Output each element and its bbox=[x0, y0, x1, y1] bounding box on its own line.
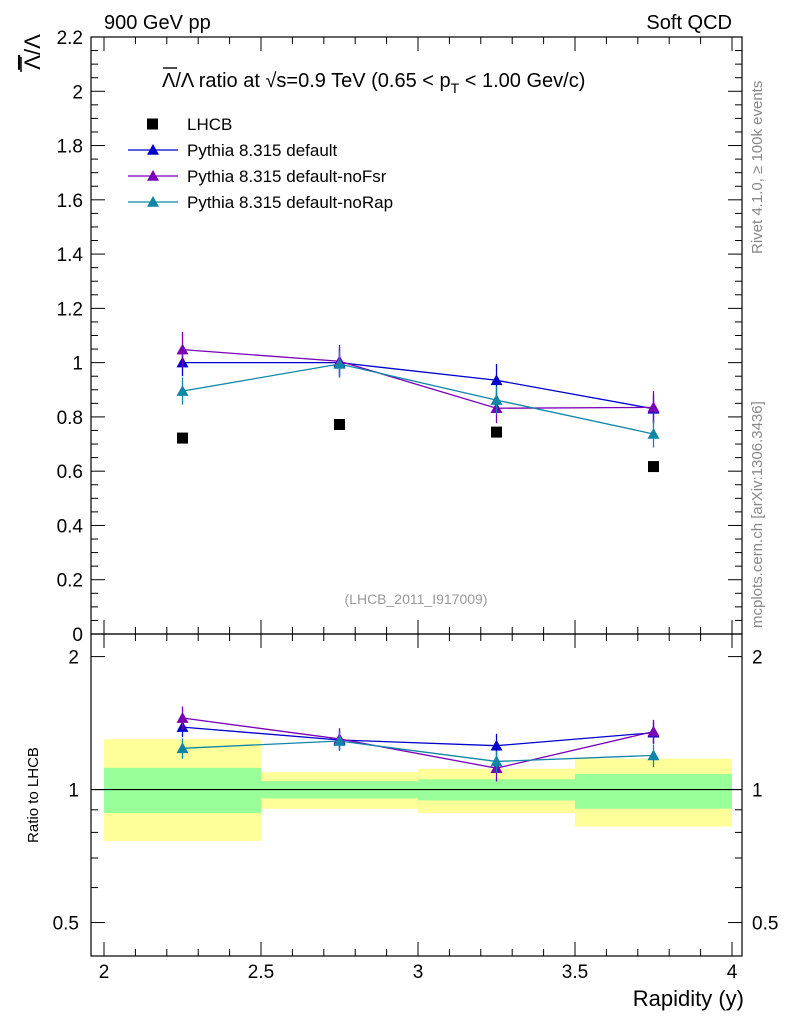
series-0 bbox=[177, 419, 659, 473]
ratio-y-tick-label: 2 bbox=[68, 648, 79, 669]
ratio-y-axis-label: Ratio to LHCB bbox=[25, 747, 42, 843]
ratio-y-tick-label-right: 2 bbox=[752, 648, 763, 669]
legend-item: Pythia 8.315 default-noFsr bbox=[128, 167, 387, 186]
ylabel-denominator: /Λ bbox=[20, 34, 45, 55]
mc-data-point bbox=[490, 374, 503, 386]
mc-data-point bbox=[647, 428, 660, 439]
legend-label: Pythia 8.315 default bbox=[187, 141, 338, 160]
uncertainty-band-green bbox=[575, 773, 732, 809]
title-part-3: < 1.00 Gev/c) bbox=[459, 70, 585, 92]
main-y-tick-label: 0.6 bbox=[57, 462, 83, 483]
series-line bbox=[182, 361, 654, 410]
main-y-axis-label: Λ/Λ bbox=[20, 34, 45, 72]
mcplots-label: mcplots.cern.ch [arXiv:1306.3436] bbox=[749, 401, 766, 628]
legend-marker-triangle bbox=[147, 170, 159, 181]
series-2 bbox=[176, 331, 660, 424]
ratio-series-2 bbox=[176, 731, 660, 773]
ratio-panel: 2 2.5 3 3.5 4 0.5 0.5 1 1 2 2 bbox=[53, 633, 778, 983]
title-sqrt: √ bbox=[265, 70, 276, 92]
mc-data-point bbox=[176, 343, 189, 355]
rivet-version-label: Rivet 4.1.0, ≥ 100k events bbox=[749, 81, 766, 254]
main-y-tick-label: 0.4 bbox=[57, 516, 84, 537]
main-y-tick-label: 1 bbox=[72, 354, 83, 375]
analysis-watermark: (LHCB_2011_I917009) bbox=[345, 591, 488, 607]
legend-marker-triangle bbox=[147, 144, 159, 155]
title-subscript: T bbox=[451, 80, 460, 96]
legend-item: Pythia 8.315 default bbox=[128, 141, 338, 160]
main-y-tick-label: 0 bbox=[72, 625, 83, 646]
main-y-tick-label: 1.4 bbox=[57, 245, 84, 266]
main-y-tick-label: 1.2 bbox=[57, 299, 83, 320]
title-part-2: s=0.9 TeV (0.65 < p bbox=[276, 70, 450, 92]
ratio-series-line bbox=[182, 740, 654, 763]
lhcb-data-point bbox=[334, 419, 345, 431]
mc-data-point bbox=[333, 357, 346, 369]
uncertainty-band-green bbox=[104, 767, 261, 814]
header-left-label: 900 GeV pp bbox=[104, 12, 211, 34]
legend-label: LHCB bbox=[187, 115, 232, 134]
title-lambda-bar: Λ bbox=[162, 70, 176, 92]
main-y-tick-label: 0.8 bbox=[57, 408, 83, 429]
ratio-data-point bbox=[647, 725, 660, 737]
x-axis-label: Rapidity (y) bbox=[633, 986, 744, 1011]
svg-text:Λ/Λ: Λ/Λ bbox=[20, 34, 45, 70]
series-line bbox=[182, 363, 654, 435]
series-3 bbox=[176, 350, 660, 448]
ratio-data-point bbox=[333, 735, 346, 746]
ratio-series-line bbox=[182, 726, 654, 747]
svg-text:Λ/Λ ratio at √s=0.9 TeV (0.65: Λ/Λ ratio at √s=0.9 TeV (0.65 < pT < 1.0… bbox=[162, 70, 585, 96]
ratio-data-point bbox=[176, 712, 189, 723]
main-y-tick-label: 1.6 bbox=[57, 191, 83, 212]
ratio-series-line bbox=[182, 717, 654, 769]
legend-label: Pythia 8.315 default-noFsr bbox=[187, 167, 387, 186]
lhcb-data-point bbox=[491, 426, 502, 438]
ratio-frame bbox=[90, 633, 743, 957]
legend-marker-square bbox=[147, 118, 158, 130]
main-panel: 0 0.2 0.4 0.6 0.8 1 1.2 1.4 1.6 1.8 2 2.2 bbox=[57, 28, 743, 646]
x-tick-label: 3 bbox=[413, 962, 424, 983]
ratio-data-point bbox=[647, 749, 660, 761]
main-y-tick-label: 1.8 bbox=[57, 137, 83, 158]
legend: LHCB Pythia 8.315 default Pythia 8.315 def… bbox=[128, 115, 393, 212]
x-tick-label: 3.5 bbox=[562, 962, 588, 983]
main-y-tick-label: 2.2 bbox=[57, 28, 83, 49]
x-tick-label: 2 bbox=[99, 962, 110, 983]
lhcb-data-point bbox=[648, 461, 659, 473]
lhcb-data-point bbox=[177, 432, 188, 444]
ratio-y-tick-label: 1 bbox=[68, 781, 79, 802]
ylabel-numerator: Λ bbox=[20, 55, 45, 70]
ratio-data-point bbox=[490, 739, 503, 751]
ratio-y-tick-label-right: 1 bbox=[752, 781, 763, 802]
x-tick-label: 4 bbox=[727, 962, 738, 983]
main-y-tick-label: 0.2 bbox=[57, 571, 83, 592]
title-part-1: /Λ ratio at bbox=[175, 70, 265, 92]
legend-label: Pythia 8.315 default-noRap bbox=[187, 193, 393, 212]
main-y-tick-label: 2 bbox=[72, 82, 83, 103]
mc-data-point bbox=[176, 385, 189, 396]
x-tick-label: 2.5 bbox=[248, 962, 274, 983]
ratio-y-tick-label-right: 0.5 bbox=[752, 914, 778, 935]
legend-marker-triangle bbox=[147, 196, 159, 207]
chart-title: Λ/Λ ratio at √s=0.9 TeV (0.65 < pT < 1.0… bbox=[162, 67, 585, 96]
ratio-data-point bbox=[176, 742, 189, 754]
ratio-y-tick-label: 0.5 bbox=[53, 914, 79, 935]
legend-item: Pythia 8.315 default-noRap bbox=[128, 193, 393, 212]
ratio-data-point bbox=[490, 755, 503, 767]
mc-data-point bbox=[647, 401, 660, 413]
header-right-label: Soft QCD bbox=[646, 12, 732, 34]
series-line bbox=[182, 348, 654, 409]
mc-data-point bbox=[490, 394, 503, 405]
legend-item: LHCB bbox=[147, 115, 232, 134]
series-1 bbox=[176, 349, 660, 423]
